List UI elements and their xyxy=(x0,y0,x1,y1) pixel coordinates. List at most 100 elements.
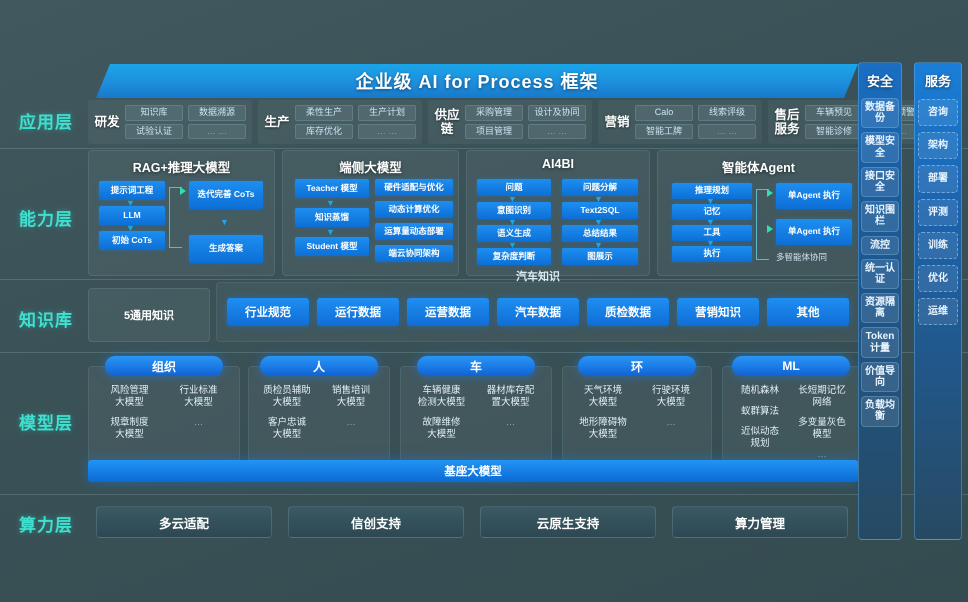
model-card-ml[interactable]: ML 随机森林 蚁群算法 近似动态 规划 长短期记忆 网络 多变量灰色 模型… xyxy=(722,356,860,472)
model-item[interactable]: 客户忠诚 大模型 xyxy=(267,417,306,440)
service-item[interactable]: 部署 xyxy=(918,165,958,193)
model-card-environment[interactable]: 环天气环境 大模型 地形障碍物 大模型 行驶环境 大模型… xyxy=(562,356,712,472)
capability-node[interactable]: 提示词工程 xyxy=(99,181,165,200)
application-group[interactable]: 营销 Calo 智能工牌 线索评级 … … xyxy=(598,100,762,144)
application-group[interactable]: 生产 柔性生产 库存优化 生产计划 … … xyxy=(258,100,422,144)
compute-chip[interactable]: 算力管理 xyxy=(672,506,848,538)
model-item[interactable]: 行业标准 大模型 xyxy=(179,385,218,408)
application-chip[interactable]: 试验认证 xyxy=(125,123,183,140)
capability-card-edge-model[interactable]: 端侧大模型 Teacher 模型 ▼ 知识蒸馏 ▼ Student 模型 硬件适配与优化 动态… xyxy=(282,150,459,276)
security-item[interactable]: Token计量 xyxy=(861,327,899,358)
capability-node[interactable]: 复杂度判断 xyxy=(477,248,551,265)
compute-chip[interactable]: 信创支持 xyxy=(288,506,464,538)
capability-node[interactable]: 总结结果 xyxy=(562,225,638,242)
knowledge-chip[interactable]: 行业规范 xyxy=(227,298,309,326)
application-chip[interactable]: 智能工牌 xyxy=(635,123,693,140)
knowledge-chip[interactable]: 其他 xyxy=(767,298,849,326)
capability-node[interactable]: 执行 xyxy=(672,246,752,262)
capability-node[interactable]: 端云协同架构 xyxy=(375,245,453,262)
service-item[interactable]: 咨询 xyxy=(918,99,958,127)
model-item[interactable]: 风险管理 大模型 xyxy=(110,385,149,408)
application-chip[interactable]: 项目管理 xyxy=(465,123,523,140)
model-item[interactable]: 车辆健康 检测大模型 xyxy=(417,385,466,408)
application-chip[interactable]: 智能诊修 xyxy=(805,123,863,140)
application-group[interactable]: 售后服务车辆预见智能诊修故障预警… … xyxy=(768,100,932,144)
model-item[interactable]: 地形障碍物 大模型 xyxy=(579,417,627,440)
knowledge-chip[interactable]: 汽车数据 xyxy=(497,298,579,326)
model-item[interactable]: 质检员辅助 大模型 xyxy=(263,385,311,408)
capability-node[interactable]: 问题分解 xyxy=(562,179,638,196)
capability-node[interactable]: 迭代完善 CoTs xyxy=(189,181,263,209)
application-chip[interactable]: … … xyxy=(358,123,416,140)
knowledge-chip[interactable]: 运行数据 xyxy=(317,298,399,326)
security-item[interactable]: 知识围栏 xyxy=(861,201,899,232)
application-chip[interactable]: 采购管理 xyxy=(465,104,523,121)
application-group[interactable]: 供应链 采购管理 项目管理 设计及协同 … … xyxy=(428,100,592,144)
capability-node[interactable]: 硬件适配与优化 xyxy=(375,179,453,196)
capability-node[interactable]: Text2SQL xyxy=(562,202,638,219)
model-card-pill[interactable]: 组织 xyxy=(105,356,223,376)
model-card-pill[interactable]: 车 xyxy=(417,356,535,376)
capability-node[interactable]: 运算量动态部署 xyxy=(375,223,453,240)
application-chip[interactable]: 车辆预见 xyxy=(805,104,863,121)
capability-node[interactable]: 记忆 xyxy=(672,204,752,220)
security-item[interactable]: 接口安全 xyxy=(861,166,899,198)
application-chip[interactable]: Calo xyxy=(635,104,693,121)
application-chip[interactable]: 柔性生产 xyxy=(295,104,353,121)
service-item[interactable]: 优化 xyxy=(918,264,958,293)
capability-node[interactable]: 推理规划 xyxy=(672,183,752,199)
model-card-organization[interactable]: 组织风险管理 大模型 规章制度 大模型 行业标准 大模型 … xyxy=(88,356,240,472)
model-card-pill[interactable]: 人 xyxy=(260,356,378,376)
capability-card-rag[interactable]: RAG+推理大模型 提示词工程 ▼ LLM ▼ 初始 CoTs 迭代完善 CoTs ▼ 生成答案 xyxy=(88,150,275,276)
service-item[interactable]: 架构 xyxy=(918,132,958,160)
model-item[interactable]: 长短期记忆 网络 xyxy=(798,385,846,408)
service-item[interactable]: 训练 xyxy=(918,231,958,259)
model-item[interactable]: 行驶环境 大模型 xyxy=(651,385,690,408)
capability-node[interactable]: 单Agent 执行 xyxy=(776,219,852,245)
compute-chip[interactable]: 多云适配 xyxy=(96,506,272,538)
capability-node[interactable]: 语义生成 xyxy=(477,225,551,242)
model-item[interactable]: 随机森林 xyxy=(740,385,779,396)
service-item[interactable]: 评测 xyxy=(918,198,958,226)
model-card-people[interactable]: 人质检员辅助 大模型 客户忠诚 大模型 销售培训 大模型… xyxy=(248,356,390,472)
application-chip[interactable]: … … xyxy=(698,123,756,140)
capability-node[interactable]: 问题 xyxy=(477,179,551,196)
application-chip[interactable]: 线索评级 xyxy=(698,104,756,121)
application-chip[interactable]: … … xyxy=(528,123,586,140)
model-item[interactable]: 规章制度 大模型 xyxy=(110,417,149,440)
model-card-pill[interactable]: ML xyxy=(732,356,850,376)
service-item[interactable]: 运维 xyxy=(918,298,958,326)
capability-node[interactable]: 意图识别 xyxy=(477,202,551,219)
security-item[interactable]: 数据备份 xyxy=(861,98,899,129)
capability-node[interactable]: 图展示 xyxy=(562,248,638,265)
model-item[interactable]: … xyxy=(193,417,204,429)
application-chip[interactable]: 生产计划 xyxy=(358,104,416,121)
security-item[interactable]: 负载均衡 xyxy=(861,396,899,427)
capability-node[interactable]: 生成答案 xyxy=(189,235,263,263)
application-group[interactable]: 研发 知识库 试验认证 数据溯源 … … xyxy=(88,100,252,144)
model-item[interactable]: 多变量灰色 模型 xyxy=(798,417,846,440)
model-item[interactable]: 故障维修 大模型 xyxy=(422,417,461,440)
model-item[interactable]: 近似动态 规划 xyxy=(740,426,779,449)
capability-node[interactable]: Teacher 模型 xyxy=(295,179,369,198)
knowledge-chip[interactable]: 质检数据 xyxy=(587,298,669,326)
capability-node[interactable]: 工具 xyxy=(672,225,752,241)
capability-node[interactable]: 动态计算优化 xyxy=(375,201,453,218)
base-model-bar[interactable]: 基座大模型 xyxy=(88,460,858,482)
model-card-pill[interactable]: 环 xyxy=(578,356,696,376)
application-chip[interactable]: … … xyxy=(188,123,246,140)
capability-node[interactable]: 知识蒸馏 xyxy=(295,208,369,227)
model-card-vehicle[interactable]: 车车辆健康 检测大模型 故障维修 大模型 器材库存配 置大模型… xyxy=(400,356,552,472)
capability-node[interactable]: LLM xyxy=(99,206,165,225)
model-item[interactable]: … xyxy=(817,449,827,461)
security-item[interactable]: 资源隔离 xyxy=(861,293,899,324)
knowledge-chip[interactable]: 营销知识 xyxy=(677,298,759,326)
application-chip[interactable]: 数据溯源 xyxy=(188,104,246,121)
compute-chip[interactable]: 云原生支持 xyxy=(480,506,656,538)
model-item[interactable]: 天气环境 大模型 xyxy=(583,385,622,408)
capability-node[interactable]: Student 模型 xyxy=(295,237,369,256)
capability-card-agent[interactable]: 智能体Agent 推理规划 ▼ 记忆 ▼ 工具 ▼ 执行 单Agent 执行 单Agent 执行多… xyxy=(657,150,860,276)
application-chip[interactable]: 库存优化 xyxy=(295,123,353,140)
application-chip[interactable]: 设计及协同 xyxy=(528,104,586,121)
security-item[interactable]: 统一认证 xyxy=(861,258,899,290)
